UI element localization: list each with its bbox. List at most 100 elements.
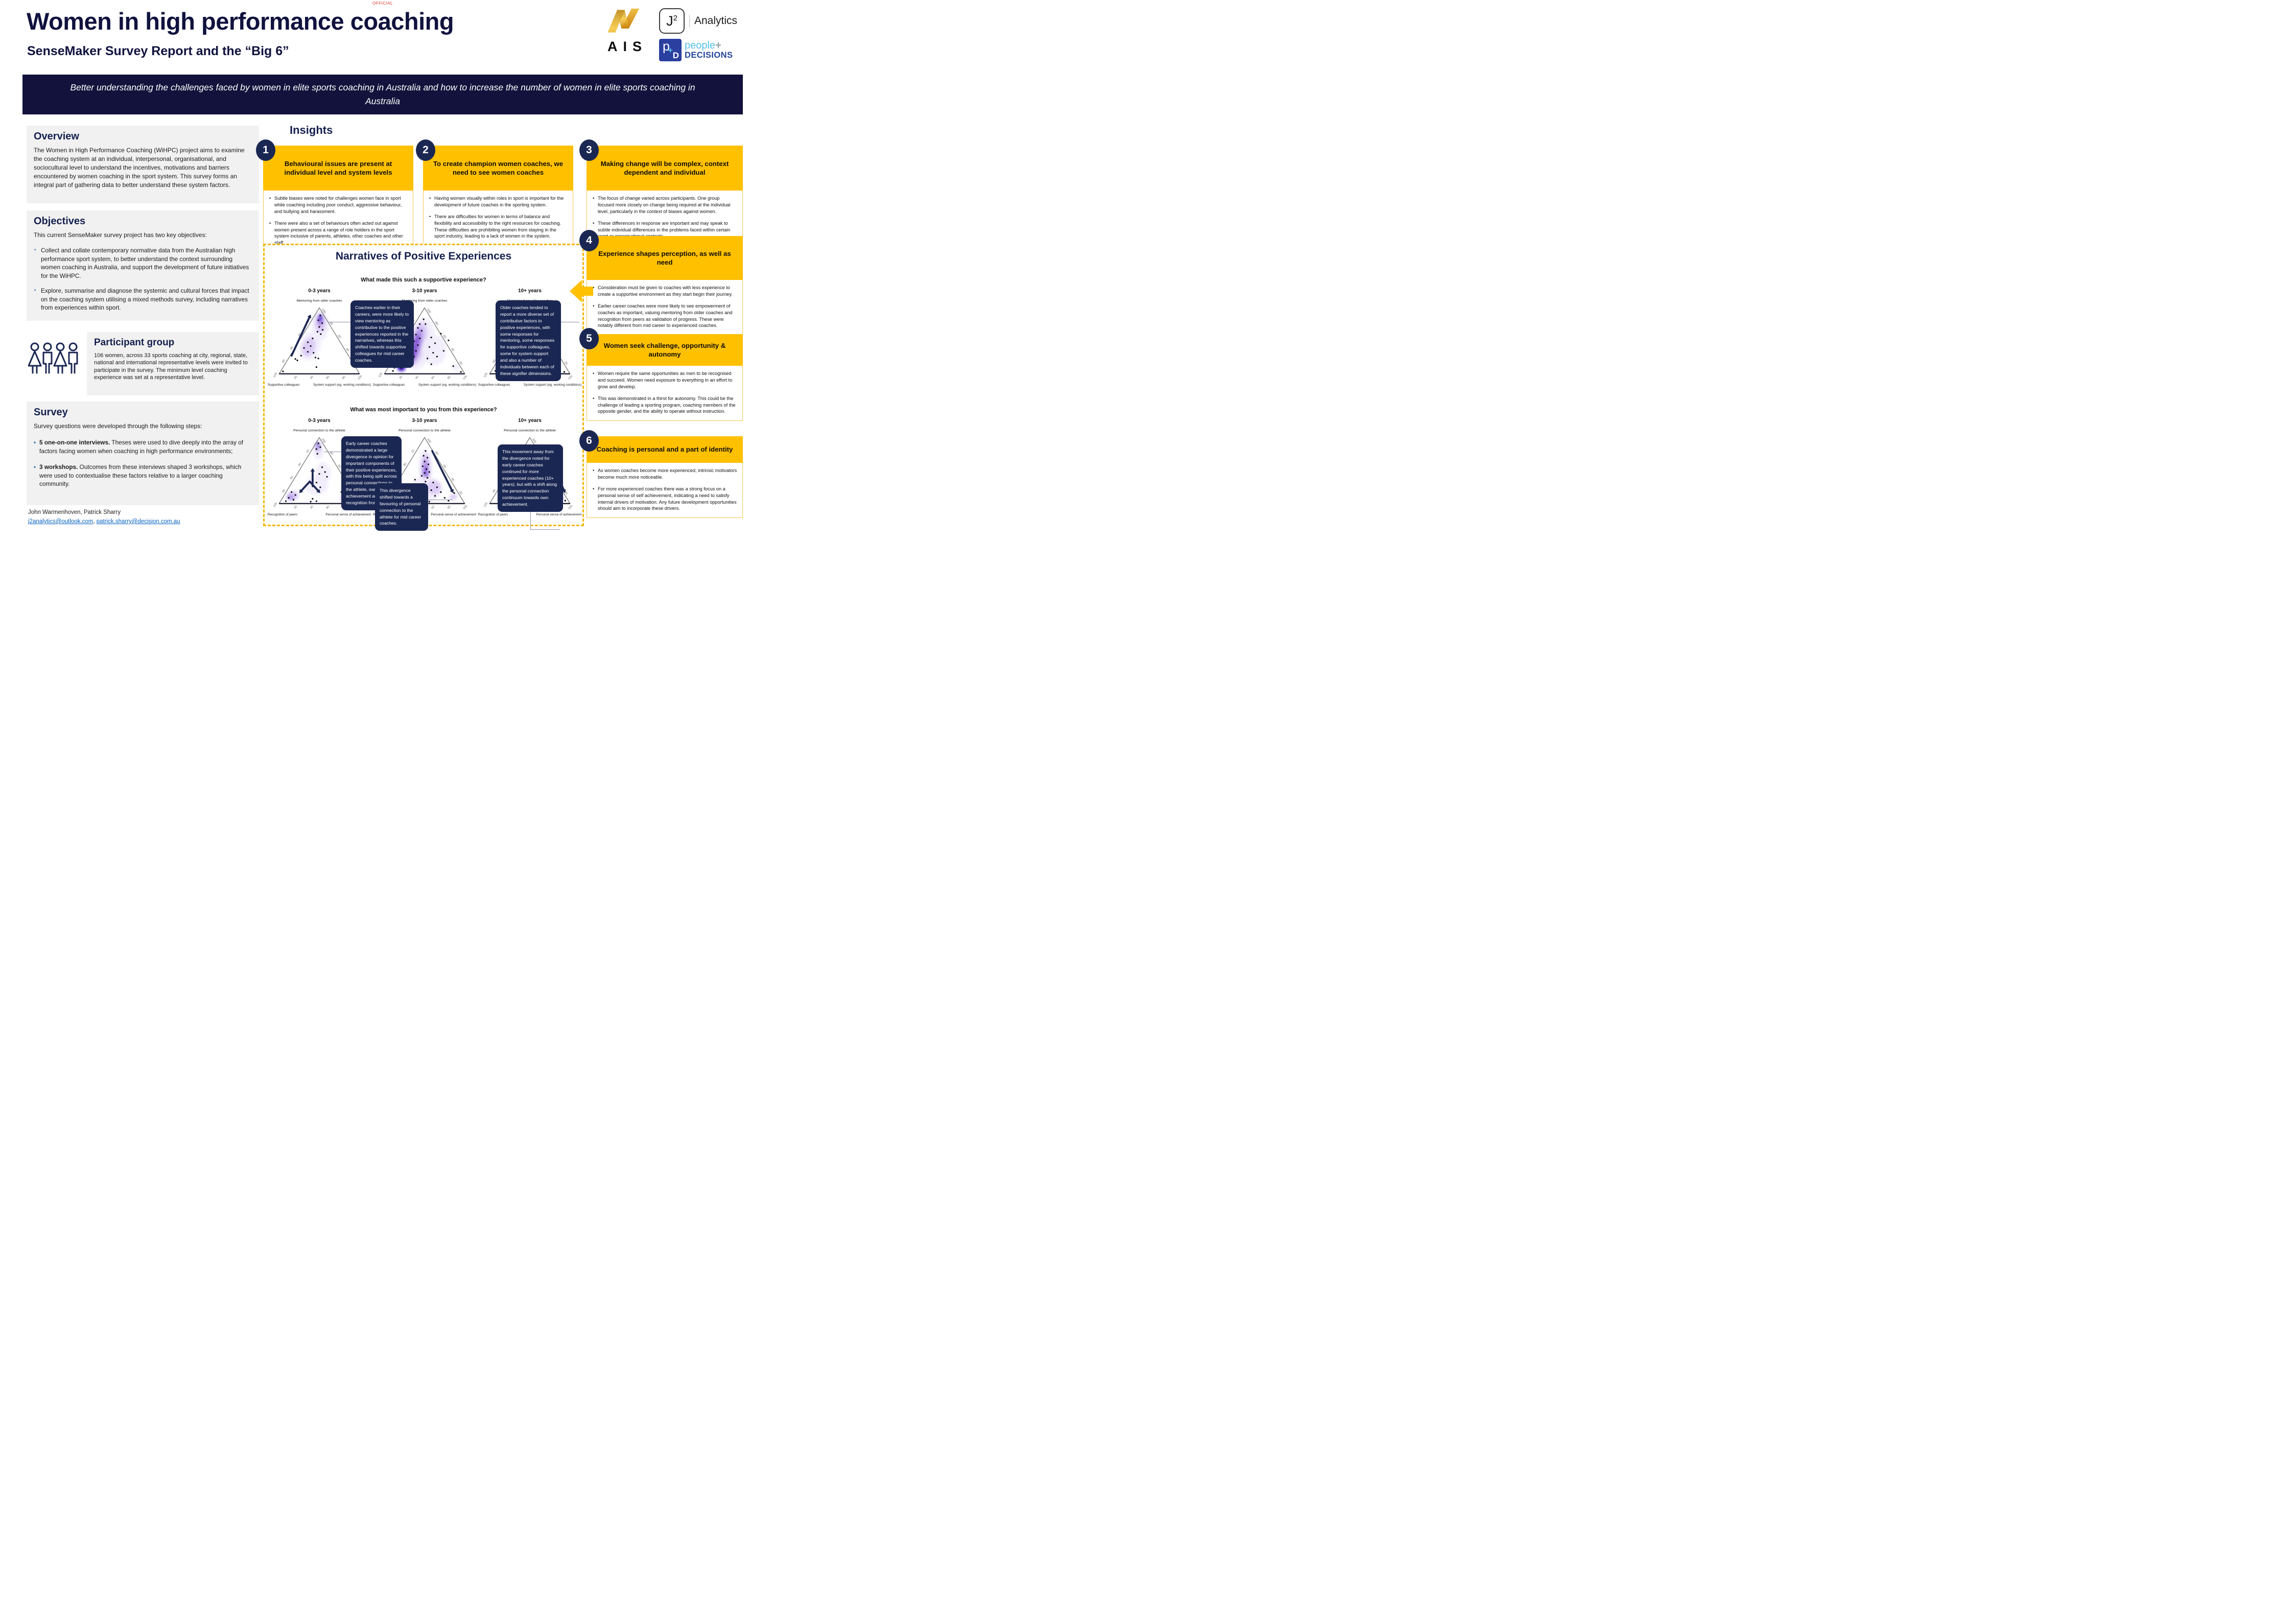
svg-text:40: 40: [310, 505, 314, 510]
email-link-j2analytics[interactable]: j2analytics@outlook.com: [28, 519, 93, 525]
insight-card-2: 2 To create champion women coaches, we n…: [416, 139, 573, 246]
svg-text:Personal connection to the ath: Personal connection to the athlete: [504, 429, 556, 432]
insight-card-title: Behavioural issues are present at indivi…: [263, 146, 413, 191]
official-classification: OFFICIAL: [372, 1, 393, 6]
svg-text:60: 60: [337, 464, 341, 469]
poster-root: OFFICIAL Women in high performance coach…: [0, 0, 765, 542]
overview-heading: Overview: [34, 131, 79, 142]
ternary-row-1: 0-3 years 20 20 40 40 60 60 80 80 100 100 100 80 60 4…: [267, 288, 582, 389]
insight-card-title: Coaching is personal and a part of ident…: [587, 436, 743, 463]
survey-intro: Survey questions were developed through …: [34, 422, 202, 430]
insight-number-badge: 6: [579, 430, 599, 452]
svg-text:40: 40: [450, 348, 455, 352]
ternary-chart-r1c1: 202040406060808010010010080604020Mentori…: [268, 299, 371, 387]
section-survey: Survey Survey questions were developed t…: [27, 402, 259, 505]
objectives-bullet: Collect and collate contemporary normati…: [34, 246, 252, 280]
svg-text:60: 60: [431, 505, 435, 510]
experience-group-label: 10+ years: [518, 418, 542, 423]
insight-bullet: Women require the same opportunities as …: [592, 370, 737, 390]
objectives-intro: This current SenseMaker survey project h…: [34, 231, 207, 239]
svg-text:Personal sense of achievement: Personal sense of achievement: [325, 513, 371, 516]
insight-card-3: 3 Making change will be complex, context…: [579, 139, 743, 246]
svg-text:Mentoring from older coaches: Mentoring from older coaches: [402, 299, 448, 302]
insight-card-title: Women seek challenge, opportunity & auto…: [587, 334, 743, 366]
people-decisions-logo: p + D people+ DECISIONS: [659, 39, 733, 61]
svg-text:Supportive colleagues: Supportive colleagues: [268, 383, 300, 387]
survey-bullet: 3 workshops. Outcomes from these intervi…: [34, 463, 252, 488]
svg-text:20: 20: [458, 491, 463, 496]
callout-row1-early-career: Coaches earlier in their careers, were m…: [350, 300, 414, 368]
insight-number-badge: 3: [579, 139, 599, 161]
insight-bullet: Subtle biases were noted for challenges …: [269, 195, 408, 215]
insight-bullet: For more experienced coaches there was a…: [592, 486, 737, 512]
svg-text:20: 20: [564, 491, 568, 496]
svg-text:Personal sense of achievement: Personal sense of achievement: [431, 513, 476, 516]
svg-text:60: 60: [290, 345, 294, 350]
narratives-title: Narratives of Positive Experiences: [335, 250, 512, 262]
people-decisions-logo-words: people+ DECISIONS: [685, 39, 733, 60]
svg-text:20: 20: [294, 375, 298, 380]
svg-text:100: 100: [321, 308, 326, 314]
svg-text:100: 100: [531, 438, 537, 444]
experience-group-label: 3-10 years: [412, 288, 437, 294]
svg-text:100: 100: [357, 374, 363, 381]
svg-text:40: 40: [310, 375, 314, 380]
svg-text:80: 80: [434, 321, 439, 326]
page-title: Women in high performance coaching: [27, 8, 454, 35]
narratives-question-2: What was most important to you from this…: [350, 407, 497, 413]
svg-text:Supportive colleagues: Supportive colleagues: [373, 383, 405, 387]
svg-text:80: 80: [282, 359, 287, 363]
svg-text:20: 20: [411, 449, 416, 454]
svg-text:80: 80: [447, 375, 452, 380]
callout-connector: [530, 511, 531, 529]
experience-group-label: 0-3 years: [308, 288, 331, 294]
svg-text:Supportive colleagues: Supportive colleagues: [478, 383, 510, 387]
insight-card-body: As women coaches become more experienced…: [587, 463, 743, 519]
svg-text:100: 100: [273, 502, 278, 508]
callout-connector: [530, 529, 560, 530]
svg-text:20: 20: [458, 361, 463, 366]
svg-text:40: 40: [345, 348, 349, 352]
svg-text:20: 20: [294, 505, 298, 510]
svg-text:100: 100: [462, 504, 468, 510]
insight-number-badge: 2: [416, 139, 435, 161]
overview-body: The Women in High Performance Coaching (…: [34, 147, 245, 189]
insight-bullet: As women coaches become more experienced…: [592, 467, 737, 481]
insight-bullet: This was demonstrated in a thirst for au…: [592, 395, 737, 415]
callout-row2-mid-career: This divergence shifted towards a favour…: [375, 483, 428, 531]
participant-heading: Participant group: [94, 337, 175, 348]
svg-text:80: 80: [282, 488, 287, 493]
authors: John Warmenhoven, Patrick Sharry: [28, 509, 121, 515]
svg-text:100: 100: [378, 372, 384, 378]
insight-bullet: Having women visually within roles in sp…: [429, 195, 568, 208]
experience-group-label: 10+ years: [518, 288, 542, 294]
svg-text:80: 80: [329, 451, 334, 456]
insight-bullet: There are difficulties for women in term…: [429, 214, 568, 240]
section-overview: Overview The Women in High Performance C…: [27, 126, 259, 203]
insight-card-body: Having women visually within roles in sp…: [423, 191, 573, 246]
svg-text:System support (eg. working co: System support (eg. working conditions): [313, 383, 371, 387]
svg-text:System support (eg. working co: System support (eg. working conditions): [418, 383, 476, 387]
participant-group-icon: [28, 342, 78, 374]
svg-text:20: 20: [564, 361, 568, 366]
svg-text:Personal connection to the ath: Personal connection to the athlete: [399, 429, 451, 432]
survey-bullet-list: 5 one-on-one interviews. Theses were use…: [34, 438, 252, 488]
svg-text:80: 80: [493, 359, 497, 363]
objectives-bullet-list: Collect and collate contemporary normati…: [34, 246, 252, 312]
people-decisions-logo-icon: p + D: [659, 39, 682, 61]
email-link-patrick[interactable]: patrick.sharry@decision.com.au: [96, 519, 180, 525]
survey-heading: Survey: [34, 407, 68, 418]
svg-text:40: 40: [450, 478, 455, 482]
svg-text:40: 40: [403, 462, 408, 467]
svg-text:Mentoring from older coaches: Mentoring from older coaches: [296, 299, 342, 302]
ternary-cell: 0-3 years 202040406060808010010010080604…: [267, 288, 372, 389]
insight-bullet: Consideration must be given to coaches w…: [592, 285, 737, 298]
svg-text:80: 80: [342, 375, 346, 380]
participant-body: 106 women, across 33 sports coaching at …: [94, 352, 248, 381]
insight-card-1: 1 Behavioural issues are present at indi…: [256, 139, 413, 253]
ais-logo: AIS: [601, 4, 650, 55]
insight-card-body: Women require the same opportunities as …: [587, 366, 743, 421]
insights-heading: Insights: [290, 124, 333, 136]
